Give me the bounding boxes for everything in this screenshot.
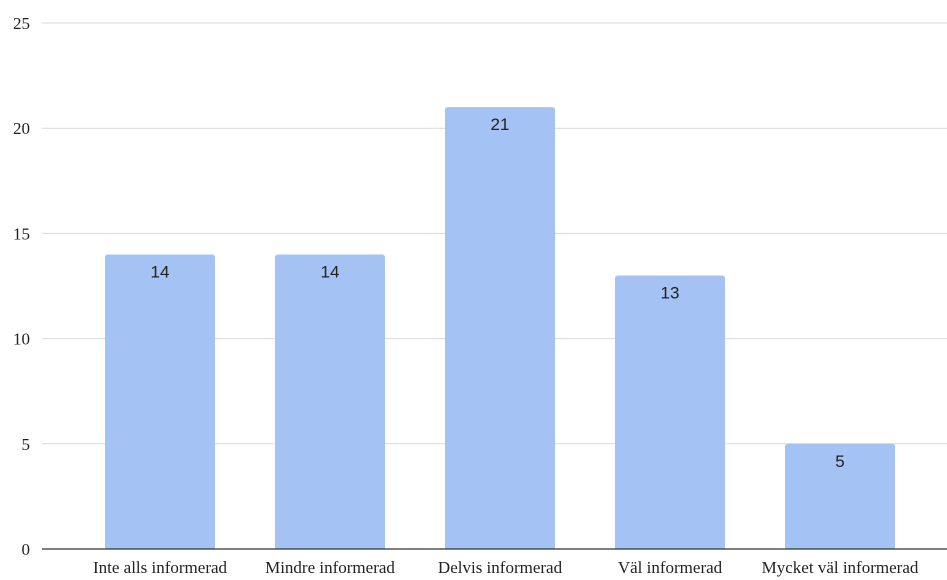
x-axis-ticks: Inte alls informerad Mindre informerad Del… bbox=[93, 558, 919, 577]
bars bbox=[105, 107, 895, 549]
bar bbox=[445, 107, 555, 549]
y-tick-label: 5 bbox=[22, 435, 31, 454]
y-tick-label: 25 bbox=[13, 14, 30, 33]
y-tick-label: 20 bbox=[13, 119, 30, 138]
data-label: 21 bbox=[491, 115, 510, 134]
bar bbox=[785, 443, 895, 549]
data-label: 14 bbox=[151, 262, 170, 281]
x-tick-label: Väl informerad bbox=[618, 558, 723, 577]
data-label: 5 bbox=[835, 452, 844, 471]
x-tick-label: Inte alls informerad bbox=[93, 558, 228, 577]
bar bbox=[275, 254, 385, 549]
y-tick-label: 15 bbox=[13, 224, 30, 243]
data-labels: 14 14 21 13 5 bbox=[151, 115, 845, 471]
x-tick-label: Mindre informerad bbox=[265, 558, 395, 577]
y-axis-ticks: 0 5 10 15 20 25 bbox=[13, 14, 30, 559]
bar bbox=[615, 275, 725, 549]
data-label: 13 bbox=[661, 283, 680, 302]
y-tick-label: 0 bbox=[22, 540, 31, 559]
x-tick-label: Delvis informerad bbox=[438, 558, 563, 577]
bar bbox=[105, 254, 215, 549]
x-tick-label: Mycket väl informerad bbox=[762, 558, 919, 577]
data-label: 14 bbox=[321, 262, 340, 281]
y-tick-label: 10 bbox=[13, 330, 30, 349]
